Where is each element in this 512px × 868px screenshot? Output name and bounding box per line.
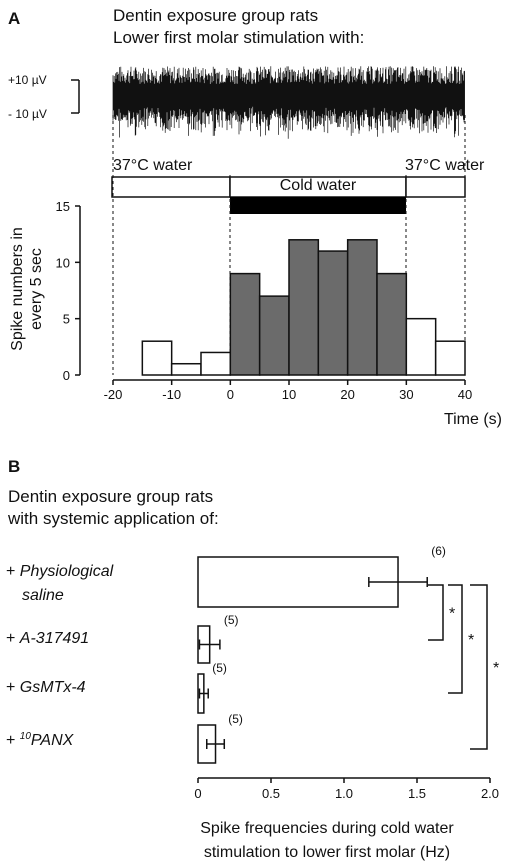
x-tick-label: 20 <box>340 387 354 402</box>
band-cold-marker <box>230 197 406 214</box>
y-tick-label: 0 <box>63 368 70 383</box>
band-left-label: 37°C water <box>113 157 193 174</box>
n-label: (5) <box>228 712 243 726</box>
panel-a-letter: A <box>8 9 20 28</box>
panel-b-header-line1: Dentin exposure group rats <box>8 487 213 506</box>
group-name: PANX <box>31 732 75 749</box>
significance-bracket <box>470 584 488 750</box>
histogram-bar <box>229 272 261 376</box>
group-prefix: + <box>6 563 20 580</box>
histogram-bar <box>434 340 466 376</box>
trace-path <box>112 66 465 139</box>
band-right-label: 37°C water <box>405 157 485 174</box>
n-label: (5) <box>212 661 227 675</box>
x-tick-label: 0 <box>227 387 234 402</box>
x-axis-label: Time (s) <box>444 411 502 428</box>
x-tick-label: 2.0 <box>481 786 499 801</box>
panel-a-header-line2: Lower first molar stimulation with: <box>113 28 364 47</box>
x-tick-label: 30 <box>399 387 413 402</box>
scale-top-label: +10 µV <box>8 73 47 87</box>
histogram-bar <box>288 239 320 376</box>
group-label-panx: + 10PANX <box>6 731 75 749</box>
histogram-bar <box>405 317 437 376</box>
n-label: (6) <box>431 544 446 558</box>
significance-star: * <box>493 660 499 677</box>
neural-recording-trace <box>112 66 465 139</box>
y-tick-label: 5 <box>63 312 70 327</box>
panel-b-header-line2: with systemic application of: <box>7 509 219 528</box>
x-tick-label: 1.5 <box>408 786 426 801</box>
band-middle-label: Cold water <box>280 177 357 194</box>
svg-text:+ A-317491: + A-317491 <box>6 630 89 647</box>
x-tick-label: 40 <box>458 387 472 402</box>
group-name-line2: saline <box>22 587 64 604</box>
panel-a-header-line1: Dentin exposure group rats <box>113 6 318 25</box>
histogram-bar <box>258 295 290 376</box>
band-37c-left <box>111 176 231 198</box>
n-label: (5) <box>224 613 239 627</box>
group-name: A-317491 <box>19 630 89 647</box>
group-superscript: 10 <box>20 731 32 742</box>
frequency-bar-chart: (6) (5) (5) (5) 0 0.5 1.0 1.5 2.0 * * * <box>194 544 499 801</box>
group-label-gsmtx4: + GsMTx-4 <box>6 679 86 696</box>
y-tick-label: 15 <box>56 199 70 214</box>
x-tick-label: 10 <box>282 387 296 402</box>
significance-bracket <box>448 584 463 694</box>
scale-bottom-label: - 10 µV <box>8 107 47 121</box>
group-name: GsMTx-4 <box>20 679 86 696</box>
x-tick-label: 0.5 <box>262 786 280 801</box>
band-37c-right <box>405 176 466 198</box>
significance-star: * <box>468 632 474 649</box>
histogram-bar <box>346 239 378 376</box>
b-x-axis-label-line1: Spike frequencies during cold water <box>200 820 454 837</box>
significance-bracket <box>428 584 444 641</box>
group-name: Physiological <box>20 563 114 580</box>
x-tick-label: -10 <box>162 387 181 402</box>
histogram-bar <box>200 351 232 376</box>
histogram-bar <box>141 340 173 376</box>
svg-text:+ Physiological: + Physiological <box>6 563 114 580</box>
group-label-saline: + Physiological saline <box>6 563 114 604</box>
panel-b-letter: B <box>8 457 20 476</box>
x-tick-label: 1.0 <box>335 786 353 801</box>
y-axis-label-line1: Spike numbers in <box>9 227 26 351</box>
svg-text:+ 10PANX: + 10PANX <box>6 731 75 749</box>
group-label-a317491: + A-317491 <box>6 630 89 647</box>
y-tick-label: 10 <box>56 255 70 270</box>
histogram-bar <box>170 362 202 376</box>
histogram-bar <box>376 272 408 376</box>
y-axis-label-line2: every 5 sec <box>28 248 45 330</box>
bar <box>197 556 399 608</box>
x-tick-label: 0 <box>194 786 201 801</box>
voltage-scale-bar <box>71 79 80 114</box>
b-x-axis-label-line2: stimulation to lower first molar (Hz) <box>204 844 450 861</box>
histogram-bar <box>317 250 349 376</box>
x-tick-label: -20 <box>104 387 123 402</box>
significance-star: * <box>449 606 455 623</box>
svg-text:+ GsMTx-4: + GsMTx-4 <box>6 679 86 696</box>
histogram-chart: 0 5 10 15 -20 -10 0 10 20 30 40 <box>56 115 472 402</box>
